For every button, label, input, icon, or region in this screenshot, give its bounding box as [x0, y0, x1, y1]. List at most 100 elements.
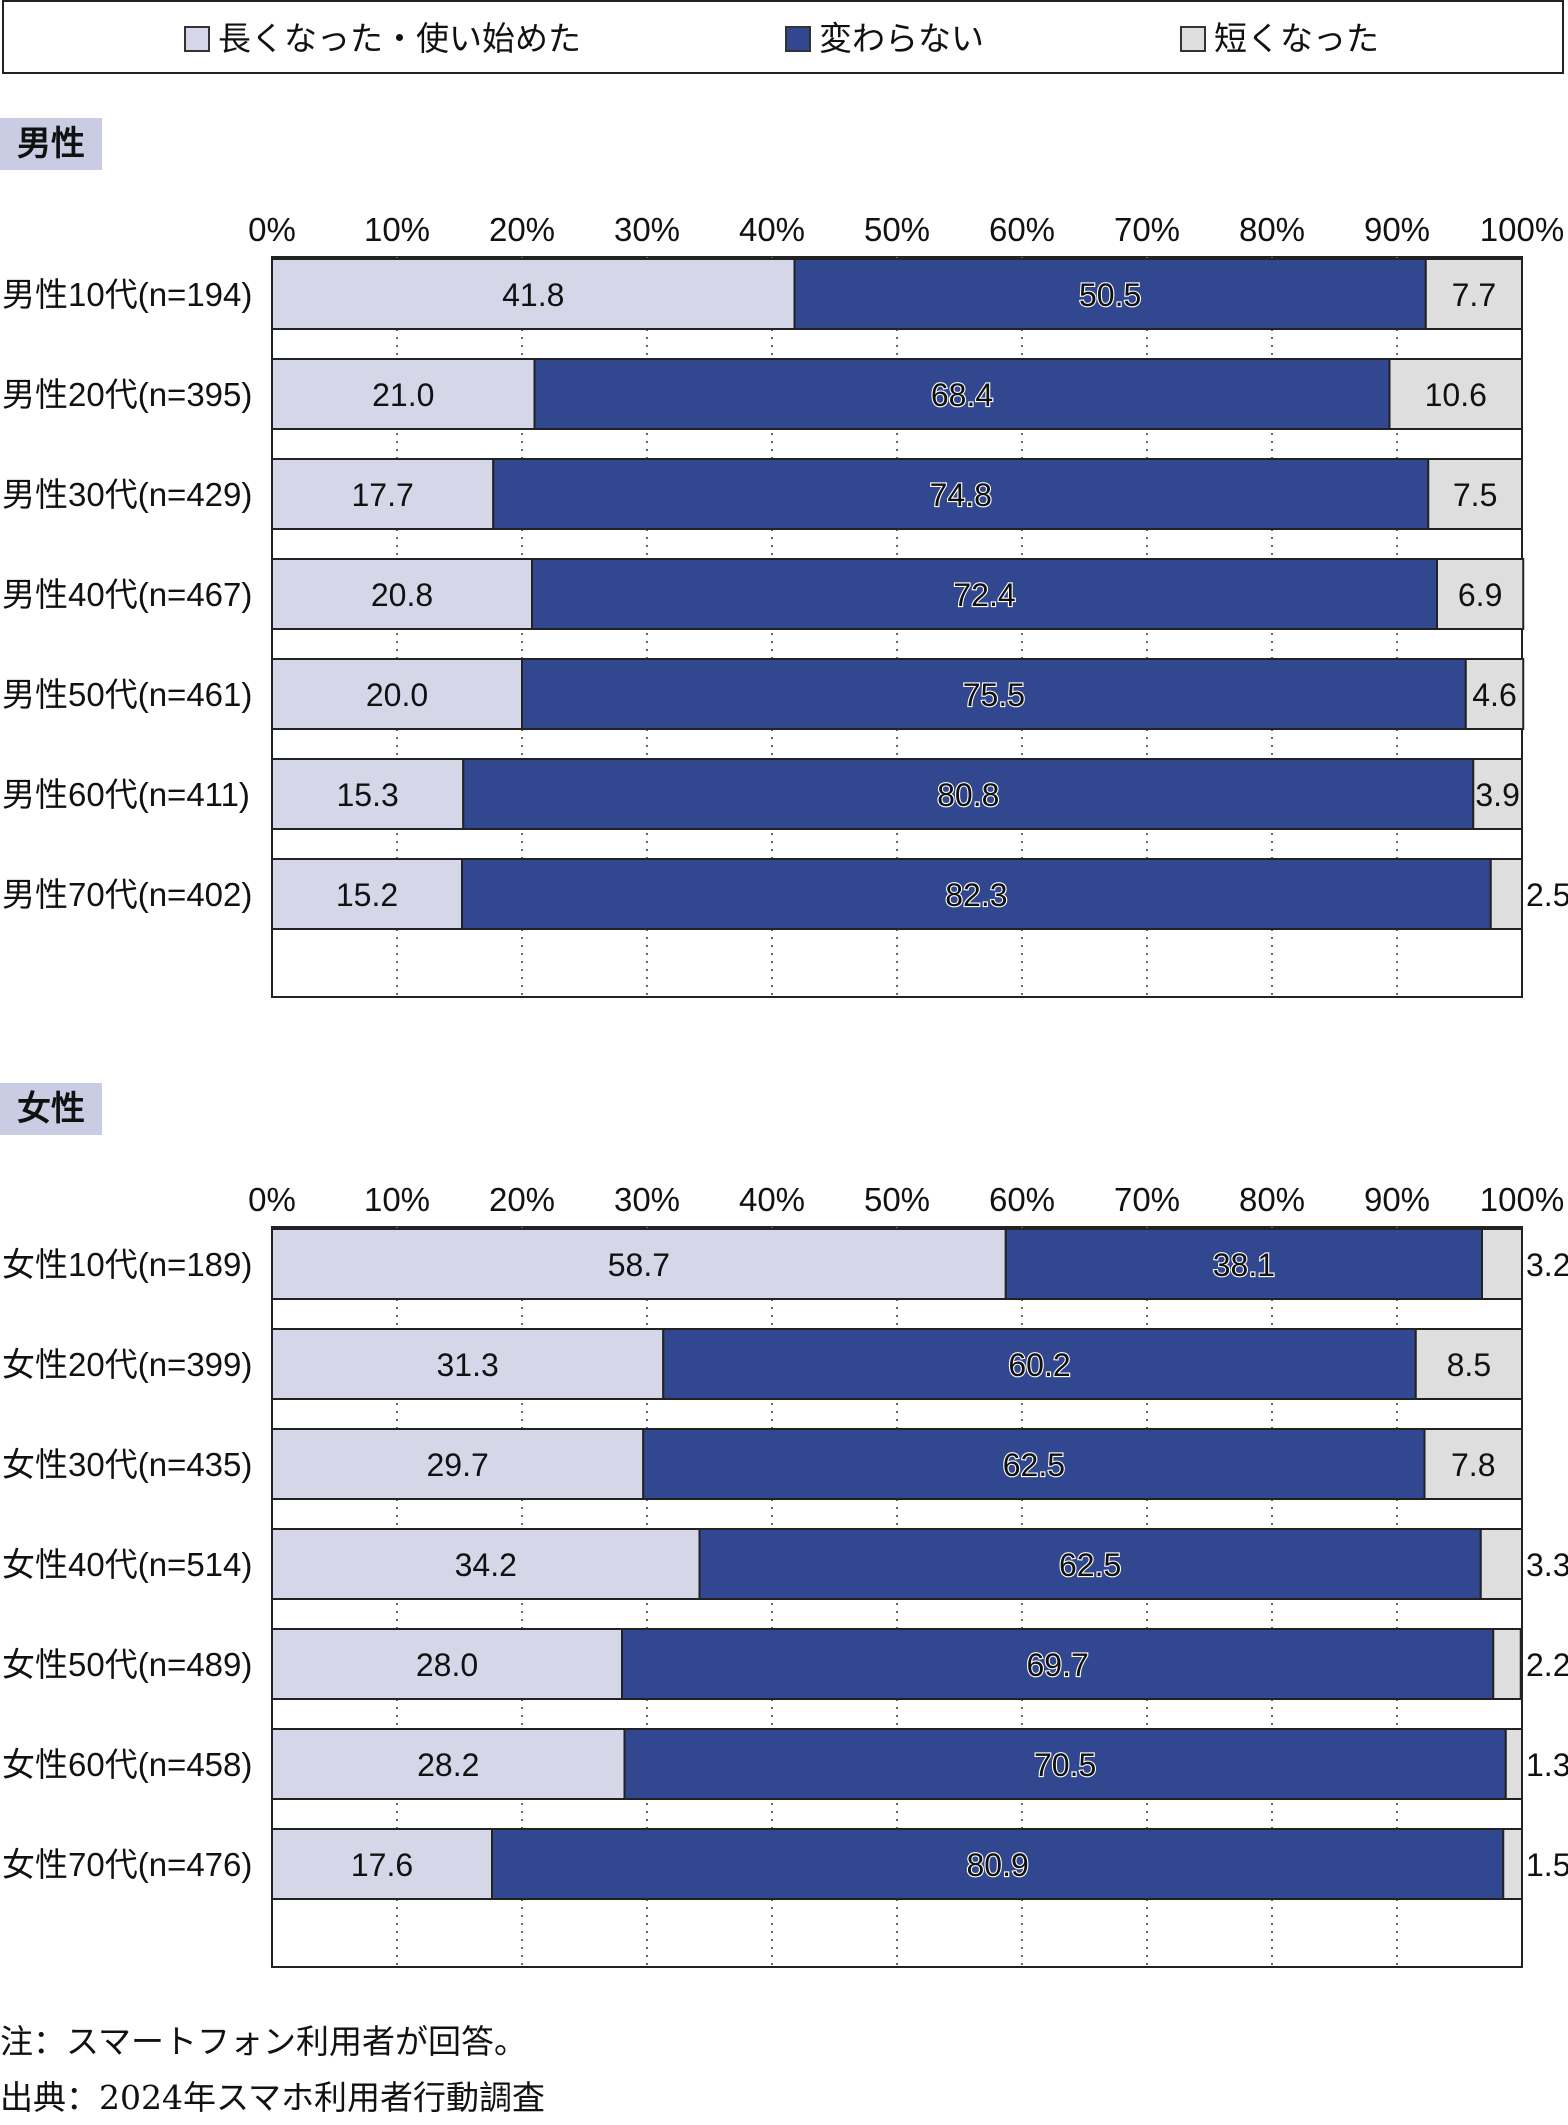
male-bar-segment: [271, 358, 536, 430]
note-text: 注：スマートフォン利用者が回答。: [0, 2022, 528, 2061]
female-category-label: 女性50代(n=489): [2, 1646, 252, 1683]
chart-male: 0% 10% 20% 30% 40% 50% 60% 70% 80% 90% 100% 男性10代(n…: [2, 211, 1568, 998]
male-tick-label: 100%: [1480, 211, 1564, 248]
male-bar-segment: [271, 258, 796, 330]
legend-item-unchanged: 変わらない: [785, 20, 984, 58]
male-bar-segment: [1427, 458, 1523, 530]
male-value-label: 75.5: [963, 677, 1025, 713]
male-tick-label: 70%: [1114, 211, 1180, 248]
male-bar-segment: [461, 858, 1492, 930]
male-tick-label: 60%: [989, 211, 1055, 248]
male-value-label: 6.9: [1458, 577, 1502, 613]
male-bar-segment: [492, 458, 1430, 530]
chart-female: 0% 10% 20% 30% 40% 50% 60% 70% 80% 90% 100% 女性10代(n…: [2, 1181, 1568, 1968]
female-value-label: 80.9: [966, 1847, 1028, 1883]
male-value-label: 7.5: [1453, 477, 1497, 513]
female-bar-segment: [1414, 1328, 1523, 1400]
male-tick-label: 0%: [248, 211, 296, 248]
female-category-label: 女性20代(n=399): [2, 1346, 252, 1383]
male-value-label: 80.8: [937, 777, 999, 813]
female-value-label: 28.0: [416, 1647, 478, 1683]
female-tick-label: 60%: [989, 1181, 1055, 1218]
female-value-label: 69.7: [1026, 1647, 1088, 1683]
female-bar-segment: [1492, 1628, 1522, 1700]
male-value-label: 15.2: [336, 877, 398, 913]
female-bar-segment: [1004, 1228, 1483, 1300]
female-category-label: 女性10代(n=189): [2, 1246, 252, 1283]
female-bar-segment: [271, 1428, 645, 1500]
female-tick-label: 80%: [1239, 1181, 1305, 1218]
legend-swatch-longer: [184, 26, 210, 52]
male-bar-segment: [271, 558, 533, 630]
male-category-label: 男性70代(n=402): [2, 876, 252, 913]
female-tick-label: 20%: [489, 1181, 555, 1218]
male-bar-segment: [271, 758, 465, 830]
male-value-label: 3.9: [1475, 777, 1519, 813]
male-category-label: 男性40代(n=467): [2, 576, 252, 613]
female-value-label: 3.3: [1526, 1547, 1568, 1583]
male-tick-label: 40%: [739, 211, 805, 248]
male-bar-segment: [1424, 258, 1523, 330]
female-bar-segment: [1423, 1428, 1523, 1500]
female-bar-segment: [271, 1828, 493, 1900]
female-bar-segment: [621, 1628, 1495, 1700]
male-value-label: 72.4: [953, 577, 1015, 613]
female-value-label: 8.5: [1447, 1347, 1491, 1383]
female-value-label: 3.2: [1526, 1247, 1568, 1283]
male-tick-label: 10%: [364, 211, 430, 248]
female-bar-segment: [1502, 1828, 1523, 1900]
male-value-label: 17.7: [351, 477, 413, 513]
male-bar-segment: [1436, 558, 1525, 630]
male-bar-segment: [271, 658, 523, 730]
female-bar-segment: [1481, 1228, 1523, 1300]
female-bar-segment: [642, 1428, 1426, 1500]
female-value-label: 28.2: [417, 1747, 479, 1783]
female-tick-label: 70%: [1114, 1181, 1180, 1218]
male-tick-label: 90%: [1364, 211, 1430, 248]
female-value-label: 1.3: [1526, 1747, 1568, 1783]
female-category-label: 女性60代(n=458): [2, 1746, 252, 1783]
female-value-label: 62.5: [1003, 1447, 1065, 1483]
male-value-label: 68.4: [931, 377, 993, 413]
female-value-label: 58.7: [608, 1247, 670, 1283]
female-value-label: 62.5: [1059, 1547, 1121, 1583]
male-value-label: 2.5: [1526, 877, 1568, 913]
female-value-label: 31.3: [436, 1347, 498, 1383]
male-value-label: 74.8: [930, 477, 992, 513]
male-bar-segment: [793, 258, 1427, 330]
legend-label-unchanged: 変わらない: [819, 19, 984, 58]
female-value-label: 17.6: [351, 1847, 413, 1883]
male-bar-segment: [531, 558, 1438, 630]
male-tick-label: 20%: [489, 211, 555, 248]
male-value-label: 21.0: [372, 377, 434, 413]
male-bar-segment: [1388, 358, 1523, 430]
male-value-label: 50.5: [1079, 277, 1141, 313]
female-tick-label: 0%: [248, 1181, 296, 1218]
section-title-male: 男性: [0, 118, 102, 170]
male-bar-segment: [1464, 658, 1525, 730]
legend-label-shorter: 短くなった: [1214, 19, 1379, 58]
male-bar-segment: [271, 458, 495, 530]
female-bar-segment: [623, 1728, 1507, 1800]
female-bar-segment: [1504, 1728, 1523, 1800]
male-tick-label: 50%: [864, 211, 930, 248]
female-value-label: 38.1: [1213, 1247, 1275, 1283]
male-value-label: 20.8: [371, 577, 433, 613]
male-value-label: 82.3: [945, 877, 1007, 913]
legend-item-shorter: 短くなった: [1180, 20, 1379, 58]
female-value-label: 70.5: [1034, 1747, 1096, 1783]
female-value-label: 60.2: [1008, 1347, 1070, 1383]
male-bar-segment: [1489, 858, 1523, 930]
male-category-label: 男性20代(n=395): [2, 376, 252, 413]
female-value-label: 29.7: [426, 1447, 488, 1483]
male-bar-segment: [462, 758, 1475, 830]
female-value-label: 34.2: [455, 1547, 517, 1583]
male-category-label: 男性50代(n=461): [2, 676, 252, 713]
female-bar-segment: [662, 1328, 1417, 1400]
male-tick-label: 30%: [614, 211, 680, 248]
female-tick-label: 100%: [1480, 1181, 1564, 1218]
legend-item-longer: 長くなった・使い始めた: [184, 20, 581, 58]
male-category-label: 男性30代(n=429): [2, 476, 252, 513]
female-value-label: 1.5: [1526, 1847, 1568, 1883]
female-bar-segment: [1479, 1528, 1523, 1600]
